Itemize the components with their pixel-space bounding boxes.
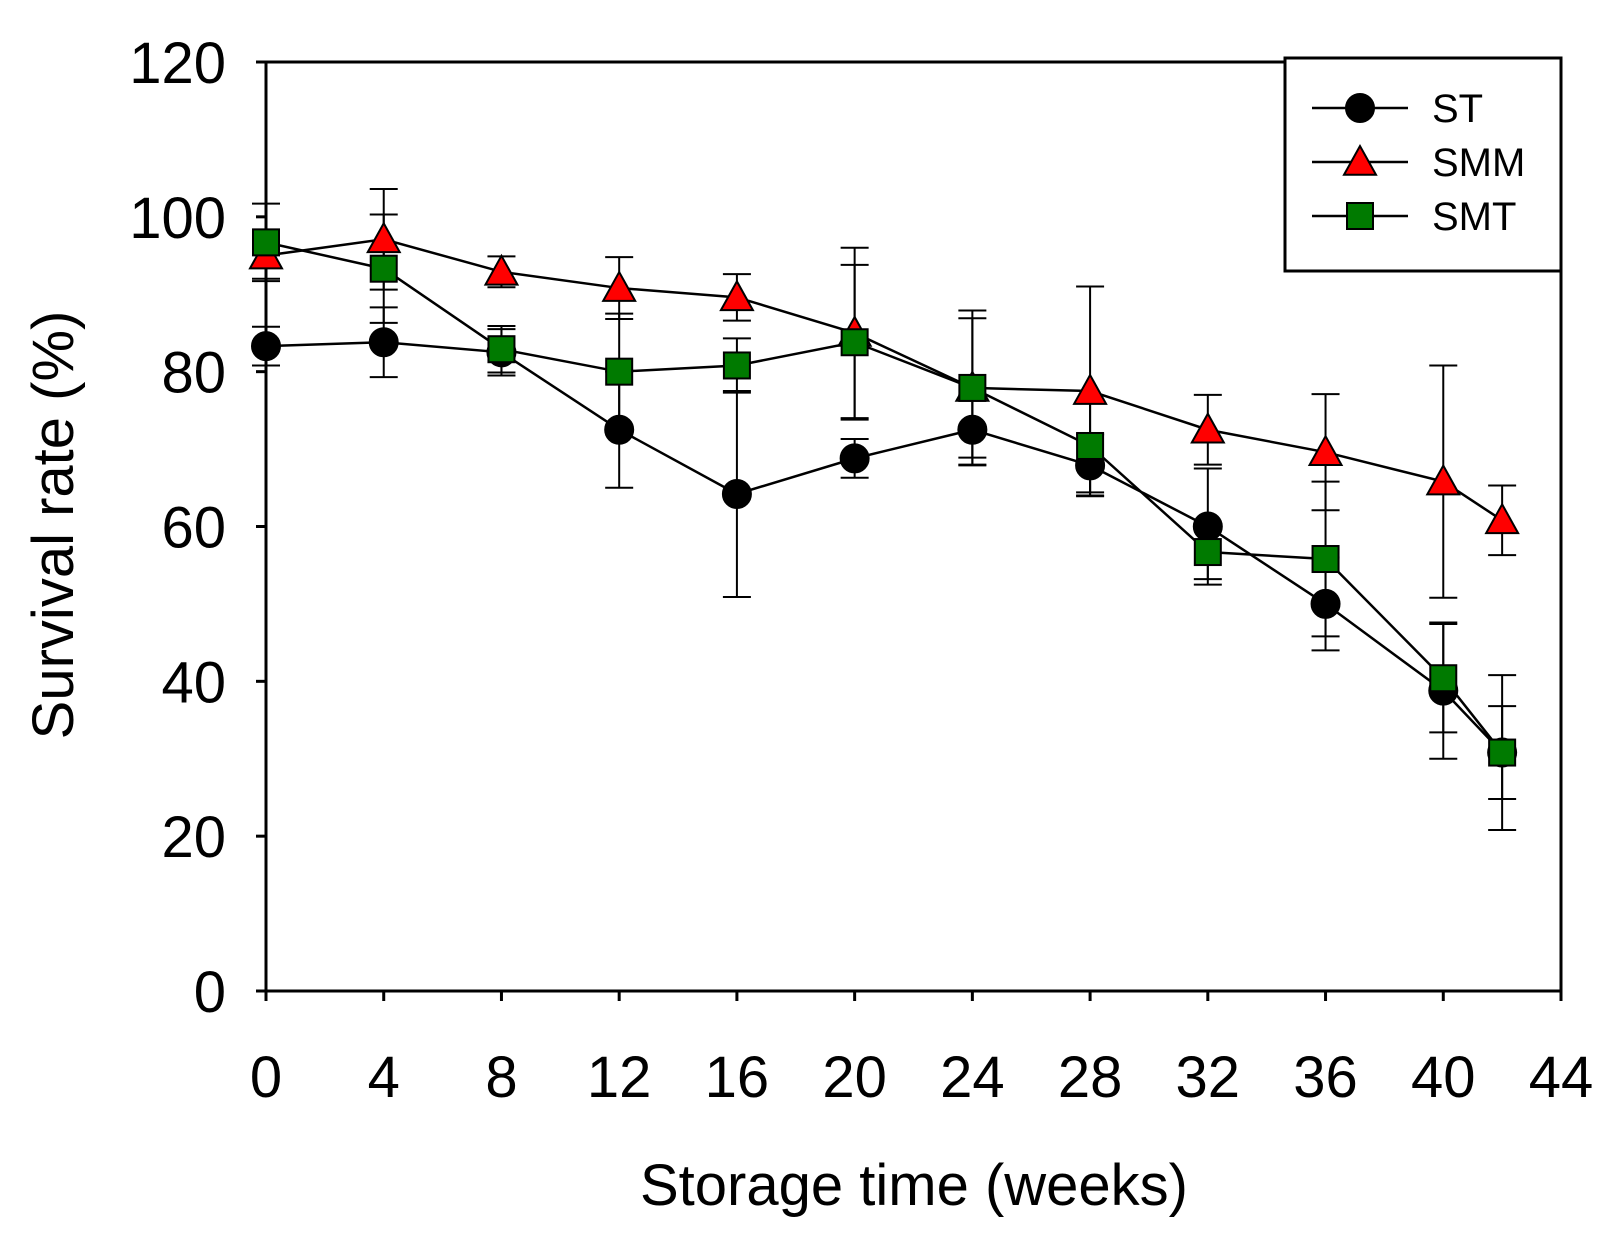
point-smt-1: [369, 254, 398, 283]
y-axis-title: Survival rate (%): [21, 311, 86, 740]
y-tick-label-20: 20: [161, 805, 226, 870]
point-smm-2: [483, 253, 520, 286]
point-smt-0: [252, 228, 280, 257]
x-tick-label-20: 20: [822, 1045, 887, 1110]
x-tick-label-4: 4: [368, 1045, 400, 1110]
point-smt-4: [722, 351, 751, 380]
y-tick-label-120: 120: [129, 31, 226, 96]
point-smm-10: [1425, 463, 1461, 496]
point-st-6: [957, 414, 988, 445]
x-tick-label-24: 24: [940, 1045, 1005, 1110]
point-smt-9: [1311, 545, 1340, 574]
legend-label-smm: SMM: [1432, 141, 1525, 185]
point-smm-3: [601, 269, 637, 302]
y-tick-label-40: 40: [161, 650, 226, 715]
point-smm-4: [719, 279, 755, 312]
point-smm-8: [1190, 411, 1226, 444]
series-line-st: [265, 340, 1504, 754]
point-st-5: [839, 443, 870, 474]
legend: ST SMM SMT: [1283, 56, 1563, 273]
x-tick-label-28: 28: [1058, 1045, 1123, 1110]
x-axis-title: Storage time (weeks): [640, 1153, 1188, 1218]
point-smm-11: [1484, 502, 1520, 535]
y-axis-ticks: 0 20 40 60 80 100 120: [129, 31, 266, 1025]
point-st-0: [251, 331, 281, 362]
legend-label-st: ST: [1432, 87, 1483, 131]
y-tick-label-60: 60: [161, 496, 226, 561]
point-smt-8: [1193, 538, 1222, 567]
point-smt-2: [487, 335, 516, 364]
point-st-3: [604, 414, 635, 445]
legend-marker-smt: [1346, 202, 1374, 230]
point-st-9: [1310, 588, 1341, 619]
y-tick-label-0: 0: [194, 960, 226, 1025]
point-smt-3: [605, 357, 634, 386]
point-smm-1: [366, 221, 402, 254]
point-st-1: [368, 327, 399, 358]
point-st-8: [1192, 511, 1223, 542]
y-tick-label-100: 100: [129, 186, 226, 251]
x-tick-label-44: 44: [1529, 1045, 1594, 1110]
point-smt-5: [840, 328, 869, 357]
series-line-smt: [265, 241, 1504, 754]
point-smt-10: [1429, 664, 1458, 693]
x-tick-label-12: 12: [587, 1045, 652, 1110]
x-tick-label-16: 16: [705, 1045, 770, 1110]
x-tick-label-32: 32: [1176, 1045, 1241, 1110]
point-smm-9: [1307, 434, 1344, 466]
point-smt-7: [1076, 431, 1105, 460]
y-tick-label-80: 80: [161, 341, 226, 406]
point-smm-7: [1072, 372, 1108, 405]
x-tick-label-0: 0: [250, 1045, 282, 1110]
x-axis-ticks: 0 4 8 12 16 20 24 28 32 36 40 44: [250, 991, 1593, 1110]
legend-item-st: ST: [1312, 87, 1483, 131]
point-smt-11: [1488, 738, 1517, 767]
legend-item-smm: SMM: [1312, 141, 1525, 185]
series-layer: [248, 187, 1520, 831]
legend-box: [1283, 56, 1563, 273]
point-st-4: [721, 478, 752, 509]
series-line-smm: [265, 238, 1503, 522]
legend-item-smt: SMT: [1312, 195, 1516, 239]
legend-marker-st: [1345, 93, 1375, 123]
series-lines: [265, 238, 1504, 754]
error-bars: [252, 187, 1517, 831]
legend-label-smt: SMT: [1432, 195, 1516, 239]
x-tick-label-36: 36: [1293, 1045, 1358, 1110]
series-markers: [248, 221, 1520, 768]
x-tick-label-8: 8: [485, 1045, 517, 1110]
x-tick-label-40: 40: [1411, 1045, 1476, 1110]
legend-marker-smm: [1342, 143, 1378, 176]
point-smt-6: [958, 373, 987, 402]
